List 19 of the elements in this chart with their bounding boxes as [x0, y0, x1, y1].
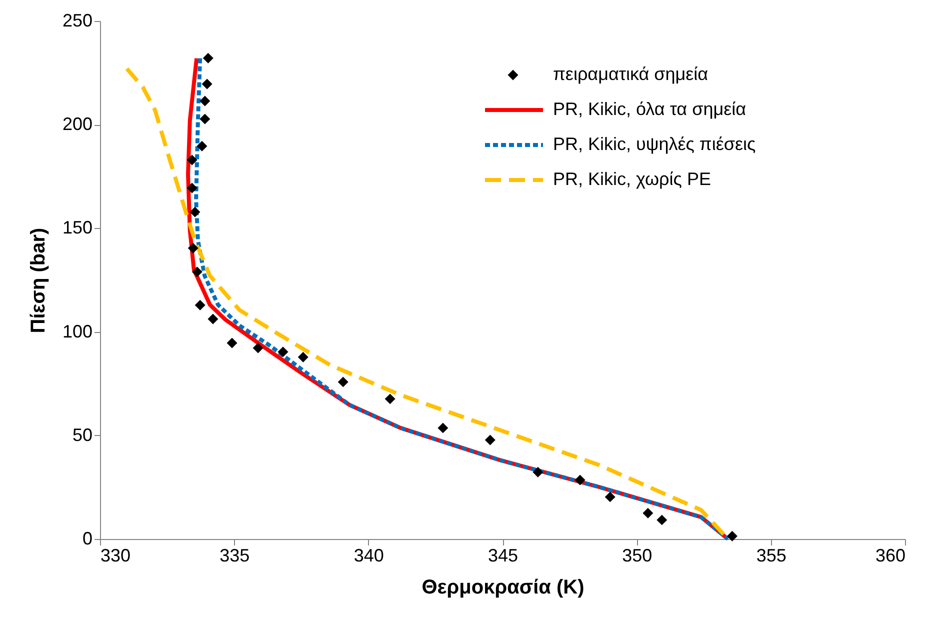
x-tick-label: 335 — [220, 546, 250, 566]
y-axis-title: Πίεση (bar) — [27, 228, 50, 334]
y-tick-label: 50 — [72, 424, 92, 445]
legend-label: PR, Kikic, υψηλές πιέσεις — [553, 134, 756, 154]
x-axis-title: Θερμοκρασία (K) — [422, 576, 584, 598]
x-tick-label: 330 — [100, 546, 131, 566]
legend-label: πειραματικά σημεία — [553, 64, 708, 84]
x-tick-label: 350 — [622, 546, 652, 566]
y-tick-label: 100 — [62, 321, 92, 342]
x-tick-label: 345 — [488, 546, 518, 566]
y-tick-label: 250 — [62, 10, 92, 30]
y-tick-label: 150 — [62, 218, 92, 238]
legend-label: PR, Kikic, χωρίς PE — [553, 169, 711, 189]
y-tick-label: 200 — [62, 114, 92, 134]
x-tick-label: 360 — [875, 546, 906, 566]
y-tick-label: 0 — [82, 528, 92, 548]
legend-label: PR, Kikic, όλα τα σημεία — [553, 99, 746, 119]
x-tick-label: 340 — [354, 546, 384, 566]
x-tick-label: 355 — [756, 546, 786, 566]
